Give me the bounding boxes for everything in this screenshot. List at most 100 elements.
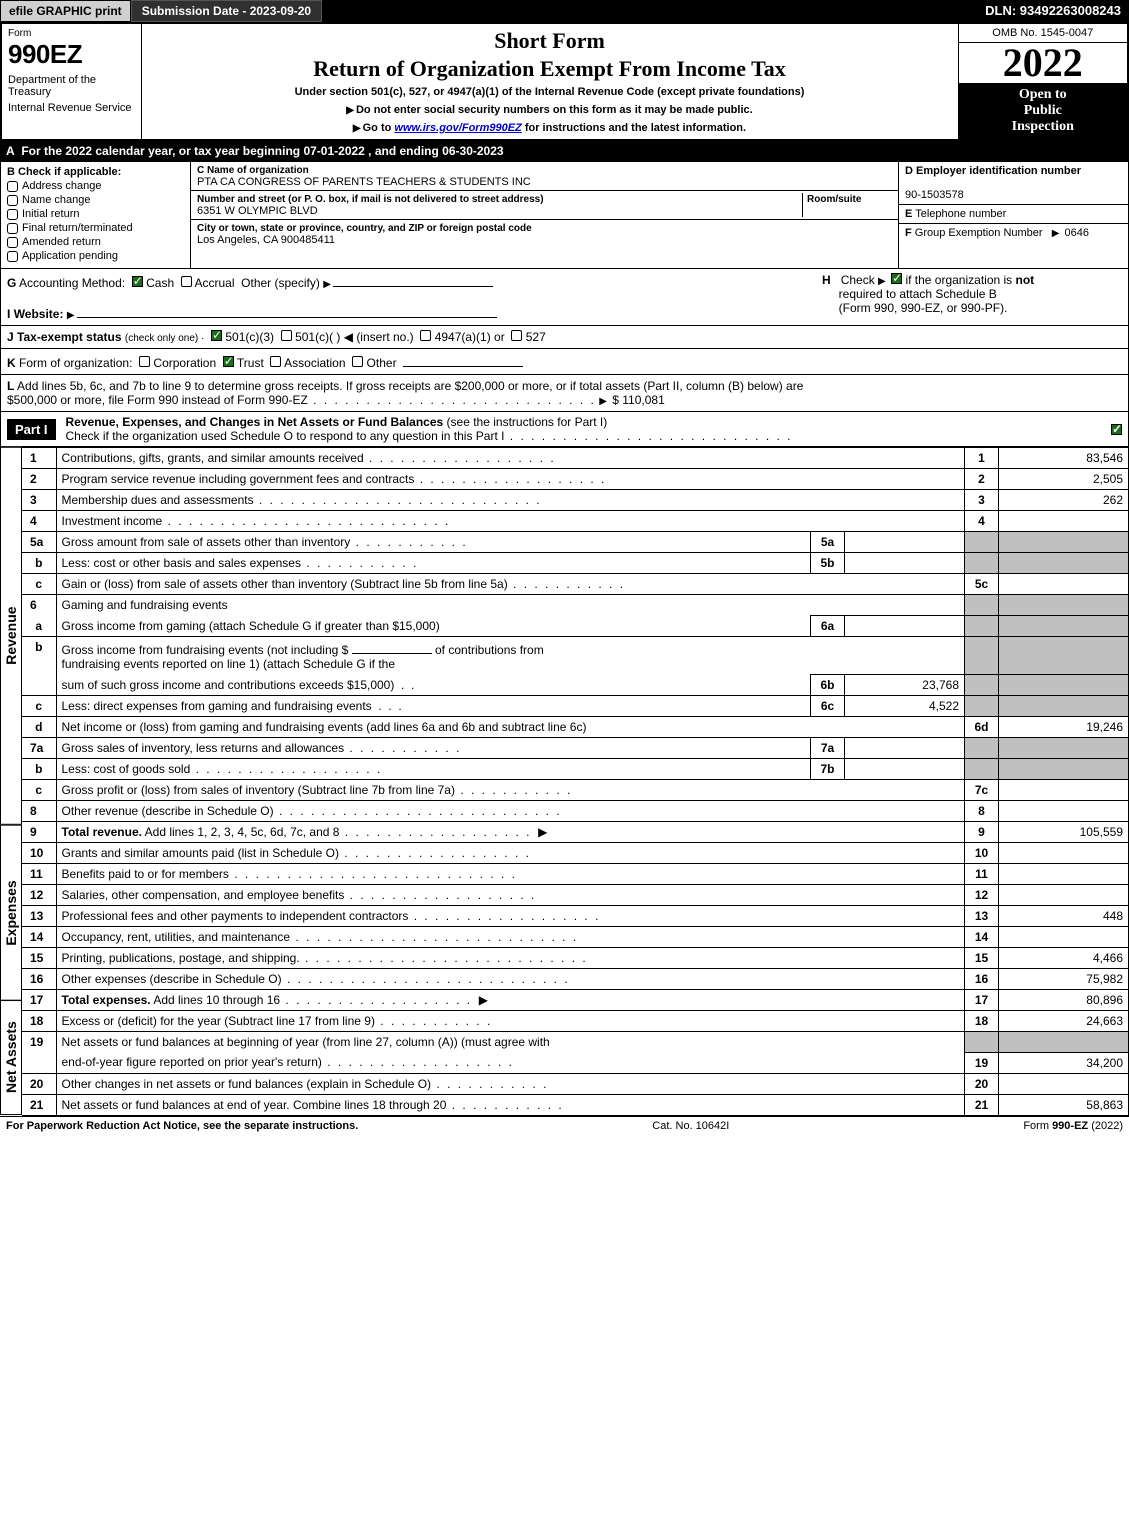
chk-amended-return[interactable]: Amended return xyxy=(7,236,184,248)
ein-row: D Employer identification number 90-1503… xyxy=(899,162,1128,205)
street-row: Number and street (or P. O. box, if mail… xyxy=(191,191,898,220)
group-label: Group Exemption Number xyxy=(915,227,1043,239)
line-7c: c Gross profit or (loss) from sales of i… xyxy=(22,780,1129,801)
l8-desc: Other revenue (describe in Schedule O) xyxy=(62,804,274,818)
chk-corp[interactable] xyxy=(139,356,150,367)
org-name-row: C Name of organization PTA CA CONGRESS O… xyxy=(191,162,898,191)
title-cell: Short Form Return of Organization Exempt… xyxy=(141,23,958,140)
l18-rn: 18 xyxy=(965,1011,999,1032)
l5b-rn-shaded xyxy=(965,553,999,574)
topbar-left: efile GRAPHIC print Submission Date - 20… xyxy=(0,0,322,22)
l5a-num: 5a xyxy=(22,532,56,553)
line-5c: c Gain or (loss) from sale of assets oth… xyxy=(22,574,1129,595)
chk-address-change[interactable]: Address change xyxy=(7,180,184,192)
l5b-num: b xyxy=(22,553,56,574)
l5b-desc: Less: cost or other basis and sales expe… xyxy=(62,556,301,570)
l1-num: 1 xyxy=(22,448,56,469)
part1-title: Revenue, Expenses, and Changes in Net As… xyxy=(66,415,444,429)
line-12: 12 Salaries, other compensation, and emp… xyxy=(22,885,1129,906)
top-bar: efile GRAPHIC print Submission Date - 20… xyxy=(0,0,1129,22)
instr2-pre: Go to xyxy=(363,122,395,134)
line-5b: b Less: cost or other basis and sales ex… xyxy=(22,553,1129,574)
h-schedule-b: H Check if the organization is not requi… xyxy=(822,273,1122,315)
chk-final-return[interactable]: Final return/terminated xyxy=(7,222,184,234)
irs-link[interactable]: www.irs.gov/Form990EZ xyxy=(394,122,521,134)
l10-num: 10 xyxy=(22,843,56,864)
l19-num: 19 xyxy=(22,1032,56,1053)
j-tax-exempt: J Tax-exempt status (check only one) · 5… xyxy=(0,326,1129,349)
chk-501c[interactable] xyxy=(281,330,292,341)
chk-schedule-b[interactable] xyxy=(891,273,902,284)
chk-cash[interactable] xyxy=(132,276,143,287)
l3-num: 3 xyxy=(22,490,56,511)
letter-f: F xyxy=(905,227,912,239)
tel-label: Telephone number xyxy=(915,208,1006,220)
open-to-public: Open to Public Inspection xyxy=(959,83,1128,139)
chk-other-org[interactable] xyxy=(352,356,363,367)
chk-501c3[interactable] xyxy=(211,330,222,341)
l11-desc: Benefits paid to or for members xyxy=(62,867,229,881)
l6-rn-shaded xyxy=(965,595,999,616)
l6b-d1: Gross income from fundraising events (no… xyxy=(62,643,349,657)
g-other: Other (specify) xyxy=(241,276,320,290)
l6a-num: a xyxy=(22,616,56,637)
l7b-desc: Less: cost of goods sold xyxy=(62,762,191,776)
side-labels: Revenue Expenses Net Assets xyxy=(0,447,22,1116)
chk-527[interactable] xyxy=(511,330,522,341)
l19-rn: 19 xyxy=(965,1052,999,1073)
letter-e: E xyxy=(905,208,912,220)
i-label: Website: xyxy=(14,307,64,321)
line-1: 1 Contributions, gifts, grants, and simi… xyxy=(22,448,1129,469)
l14-desc: Occupancy, rent, utilities, and maintena… xyxy=(62,930,291,944)
l14-num: 14 xyxy=(22,927,56,948)
l17-desc: Total expenses. xyxy=(62,993,151,1007)
l6a-in: 6a xyxy=(811,616,845,637)
chk-assoc[interactable] xyxy=(270,356,281,367)
l8-num: 8 xyxy=(22,801,56,822)
line-4: 4 Investment income 4 xyxy=(22,511,1129,532)
l19-desc2: end-of-year figure reported on prior yea… xyxy=(62,1055,322,1069)
l3-rn: 3 xyxy=(965,490,999,511)
l6c-iv: 4,522 xyxy=(845,696,965,717)
line-17: 17 Total expenses. Add lines 10 through … xyxy=(22,990,1129,1011)
l1-rv: 83,546 xyxy=(999,448,1129,469)
l15-num: 15 xyxy=(22,948,56,969)
l6b-rn-shaded2 xyxy=(965,675,999,696)
l9-num: 9 xyxy=(22,822,56,843)
chk-name-change[interactable]: Name change xyxy=(7,194,184,206)
l7a-num: 7a xyxy=(22,738,56,759)
chk-schedule-o[interactable] xyxy=(1111,424,1122,435)
col-d-identifiers: D Employer identification number 90-1503… xyxy=(898,162,1128,268)
l5b-iv xyxy=(845,553,965,574)
l17-desc2: Add lines 10 through 16 xyxy=(151,993,280,1007)
l21-num: 21 xyxy=(22,1094,56,1115)
l3-desc: Membership dues and assessments xyxy=(62,493,254,507)
side-revenue: Revenue xyxy=(0,447,22,825)
chk-trust[interactable] xyxy=(223,356,234,367)
l14-rv xyxy=(999,927,1129,948)
chk-accrual[interactable] xyxy=(181,276,192,287)
chk-initial-return[interactable]: Initial return xyxy=(7,208,184,220)
l17-num: 17 xyxy=(22,990,56,1011)
l1-rn: 1 xyxy=(965,448,999,469)
side-netassets: Net Assets xyxy=(0,1000,22,1115)
l7a-rn-shaded xyxy=(965,738,999,759)
chk-application-pending[interactable]: Application pending xyxy=(7,250,184,262)
letter-a: A xyxy=(6,144,15,158)
l10-desc: Grants and similar amounts paid (list in… xyxy=(62,846,339,860)
l7b-in: 7b xyxy=(811,759,845,780)
org-city: Los Angeles, CA 900485411 xyxy=(197,234,335,246)
efile-print-button[interactable]: efile GRAPHIC print xyxy=(0,0,131,22)
chk-4947[interactable] xyxy=(420,330,431,341)
line-7a: 7a Gross sales of inventory, less return… xyxy=(22,738,1129,759)
l16-rn: 16 xyxy=(965,969,999,990)
l14-rn: 14 xyxy=(965,927,999,948)
h-post1: required to attach Schedule B xyxy=(839,287,997,301)
l6b-num: b xyxy=(22,637,56,675)
line-16: 16 Other expenses (describe in Schedule … xyxy=(22,969,1129,990)
l-text1: Add lines 5b, 6c, and 7b to line 9 to de… xyxy=(17,379,803,393)
l17-rv: 80,896 xyxy=(999,990,1129,1011)
l20-desc: Other changes in net assets or fund bala… xyxy=(62,1077,432,1091)
line-13: 13 Professional fees and other payments … xyxy=(22,906,1129,927)
info-grid: B Check if applicable: Address change Na… xyxy=(0,161,1129,269)
